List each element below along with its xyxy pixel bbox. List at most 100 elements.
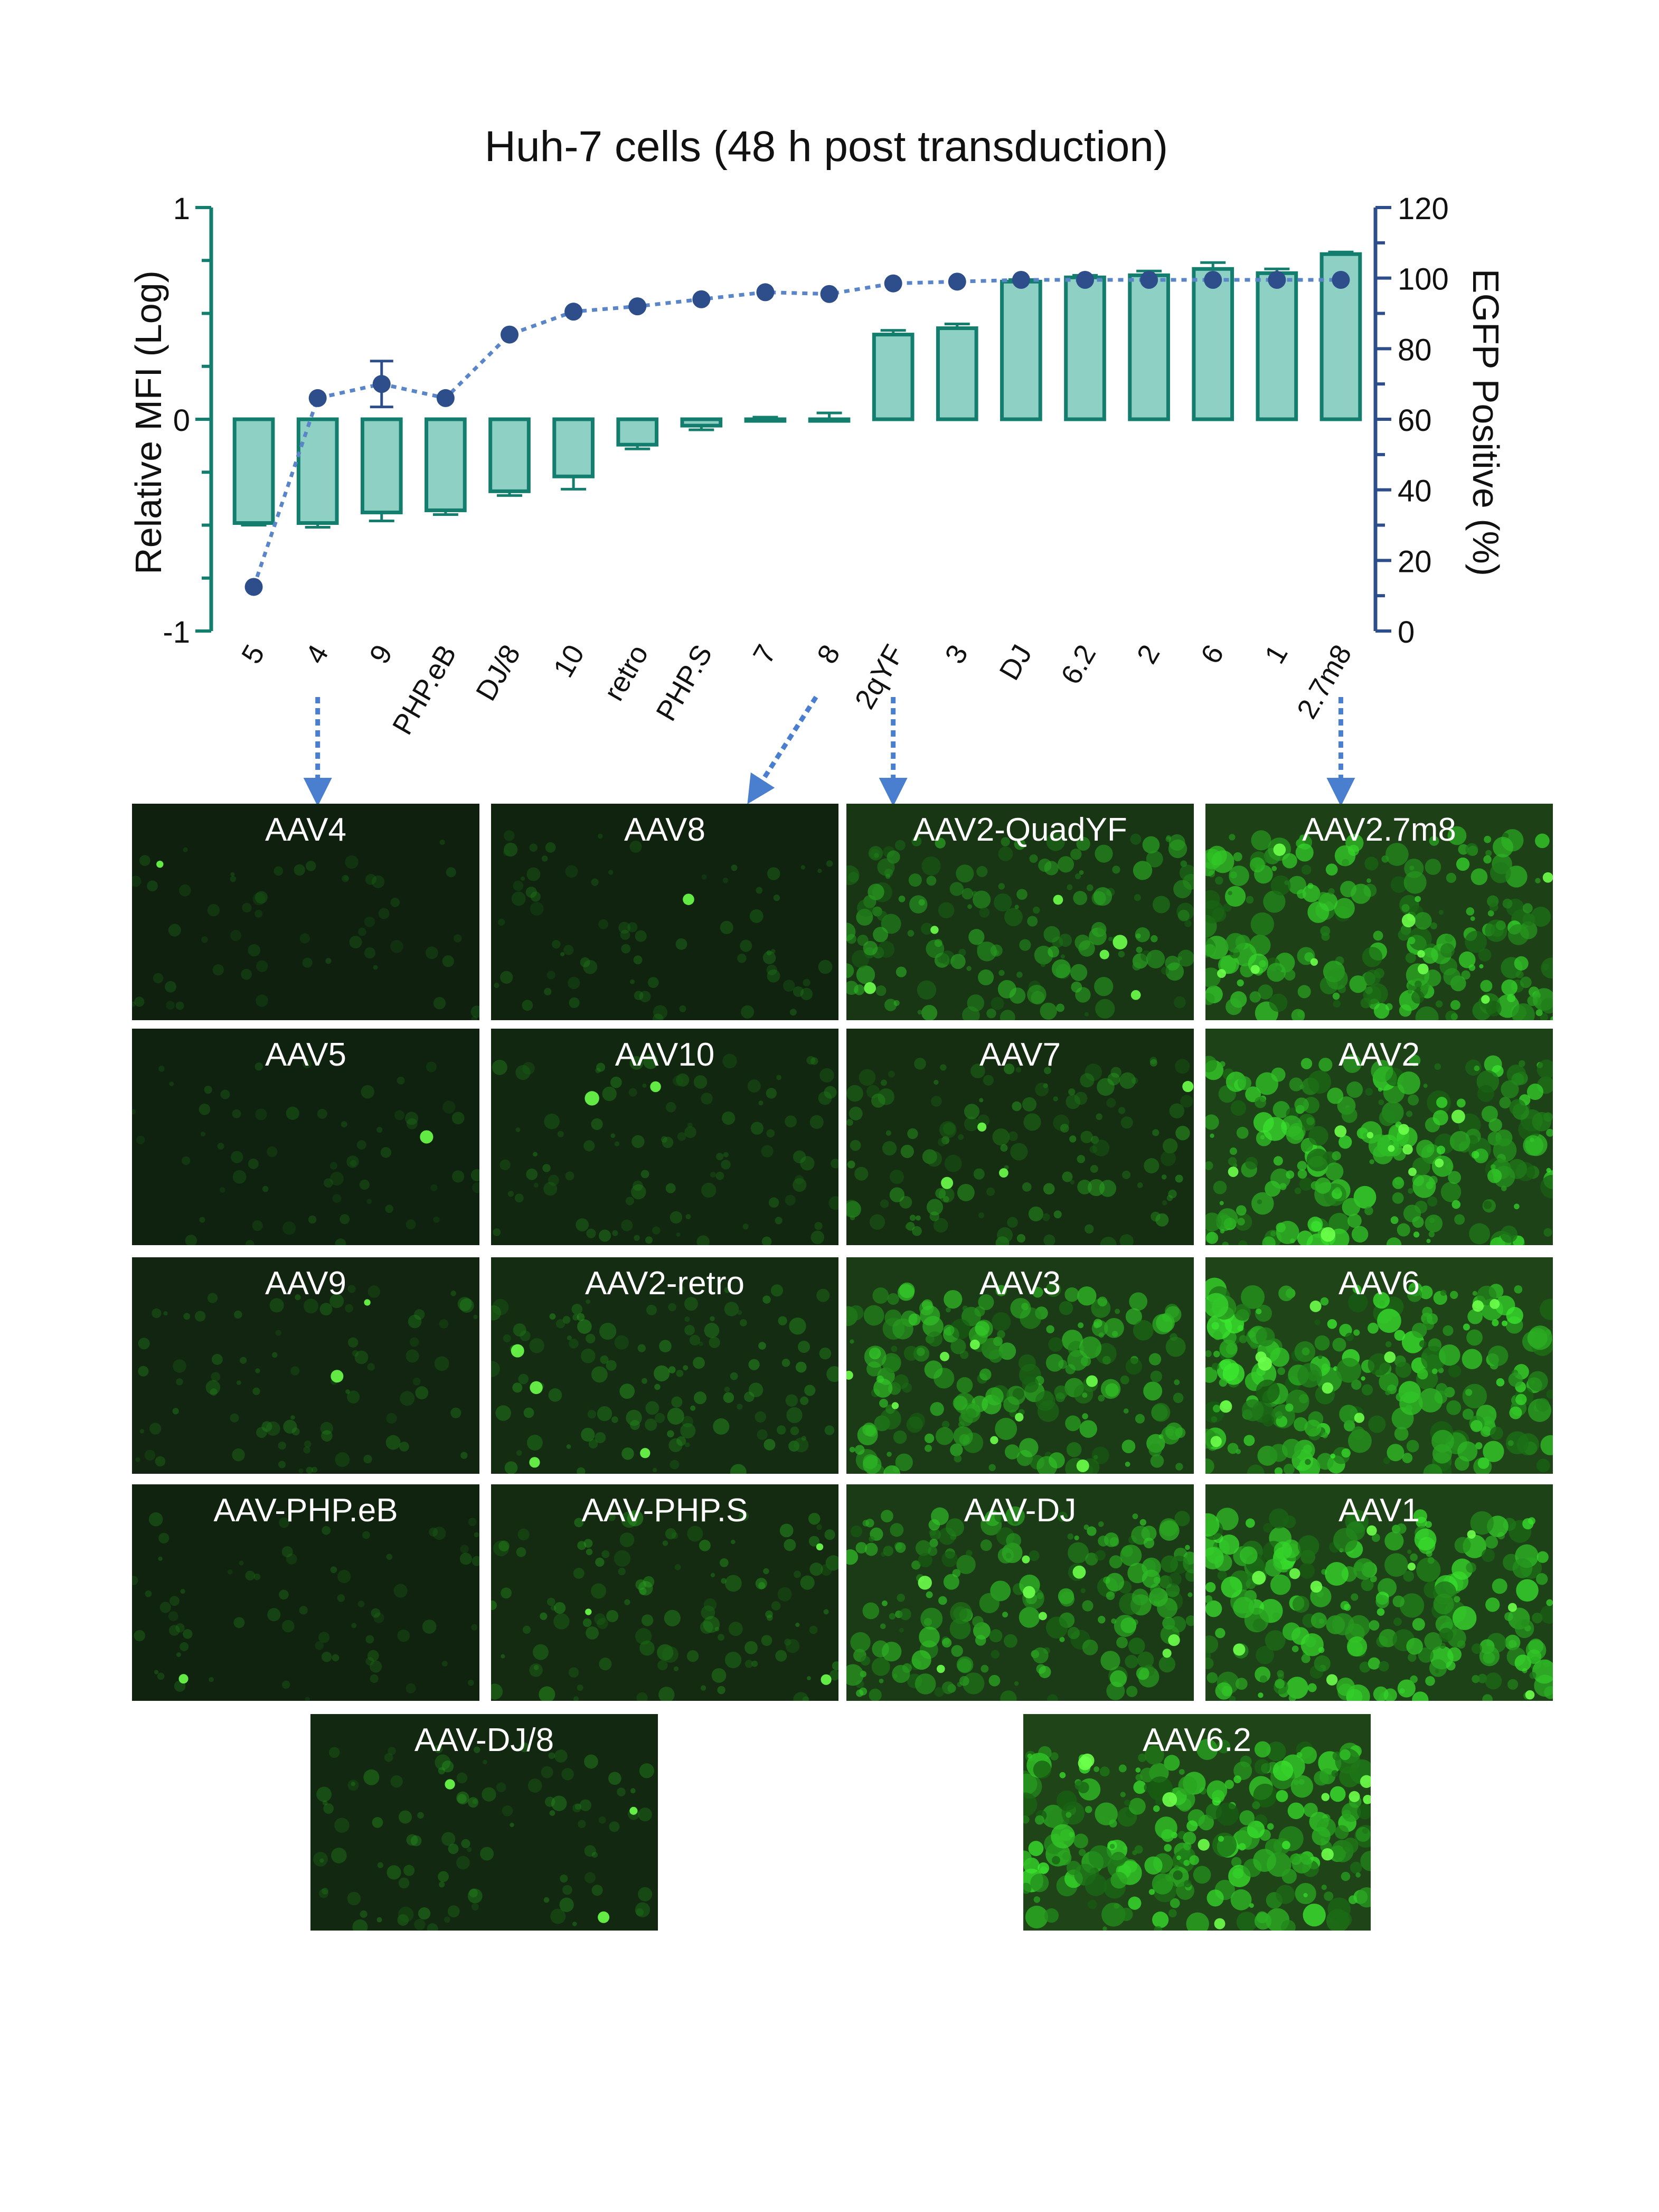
panel-label: AAV3 xyxy=(979,1265,1061,1302)
bar-DJ xyxy=(1000,279,1042,421)
point-2.7m8 xyxy=(1332,271,1350,289)
panel-label: AAV9 xyxy=(265,1265,346,1302)
point-8 xyxy=(820,285,838,303)
bar-7 xyxy=(744,417,787,423)
fluorescence-cells xyxy=(1205,826,1553,1020)
y-axis-right-label: EGFP Positive (%) xyxy=(1465,269,1506,576)
panel-label: AAV2 xyxy=(1338,1037,1420,1073)
point-7 xyxy=(756,283,775,302)
x-tick-label-8: 8 xyxy=(811,639,846,669)
bar-1 xyxy=(1256,271,1298,421)
x-tick-label-9: 9 xyxy=(363,639,399,669)
x-tick-label-PHP.S: PHP.S xyxy=(650,639,719,726)
fluorescence-cells xyxy=(1023,1738,1371,1931)
fluorescence-cells xyxy=(1205,1054,1553,1245)
bar-2 xyxy=(1128,273,1170,421)
panel-label: AAV4 xyxy=(265,812,346,848)
point-1 xyxy=(1268,271,1286,289)
x-tick-label-2.7m8: 2.7m8 xyxy=(1291,639,1358,724)
panel-label: AAV-PHP.eB xyxy=(213,1492,398,1529)
panel-label: AAV-PHP.S xyxy=(581,1492,748,1529)
y-axis-right-tick-label: 60 xyxy=(1398,403,1432,438)
fluorescence-cells xyxy=(846,1057,1194,1245)
bar-2qYF xyxy=(872,333,915,421)
panel-label: AAV1 xyxy=(1338,1492,1420,1529)
micrograph-panel: AAV-DJ xyxy=(846,1484,1194,1701)
bar-10 xyxy=(552,417,595,478)
x-tick-label-DJ/8: DJ/8 xyxy=(470,639,526,706)
bar-9 xyxy=(360,417,403,514)
bar-PHP.S xyxy=(680,417,723,428)
point-3 xyxy=(948,272,966,291)
point-DJ/8 xyxy=(501,325,519,344)
point-6.2 xyxy=(1076,271,1094,289)
y-axis-right-tick-label: 100 xyxy=(1398,262,1449,297)
point-2 xyxy=(1140,271,1158,289)
micrograph-panel: AAV-PHP.eB xyxy=(132,1484,479,1701)
micrograph-panel: AAV9 xyxy=(132,1257,479,1474)
fluorescence-cells xyxy=(492,1053,838,1245)
point-6 xyxy=(1204,271,1222,289)
point-PHP.S xyxy=(692,290,711,308)
point-PHP.eB xyxy=(436,389,455,407)
y-axis-right-tick-label: 0 xyxy=(1398,615,1415,650)
micrograph-panel: AAV-DJ/8 xyxy=(310,1714,658,1931)
micrograph-panel: AAV10 xyxy=(491,1029,838,1245)
y-axis-left-tick-label: 1 xyxy=(173,192,190,226)
x-tick-label-6.2: 6.2 xyxy=(1055,639,1102,690)
y-axis-right-tick-label: 80 xyxy=(1398,333,1432,367)
panel-label: AAV2.7m8 xyxy=(1302,812,1456,848)
bar-DJ/8 xyxy=(488,417,531,493)
panel-label: AAV-DJ xyxy=(964,1492,1077,1529)
micrograph-panel: AAV7 xyxy=(846,1029,1194,1245)
bar-PHP.eB xyxy=(425,417,467,512)
micrograph-panel: AAV5 xyxy=(132,1029,479,1245)
fluorescence-cells xyxy=(1205,1277,1553,1474)
panel-label: AAV7 xyxy=(979,1037,1061,1073)
fluorescence-cells xyxy=(132,839,479,1020)
bar-6.2 xyxy=(1064,275,1106,421)
micrograph-panel: AAV2 xyxy=(1205,1029,1553,1245)
bar-8 xyxy=(808,417,851,423)
x-tick-label-3: 3 xyxy=(939,639,974,669)
panel-label: AAV10 xyxy=(615,1037,715,1073)
fluorescence-cells xyxy=(1205,1508,1553,1701)
x-tick-label-1: 1 xyxy=(1259,639,1294,669)
point-retro xyxy=(628,297,647,316)
x-tick-label-7: 7 xyxy=(747,639,783,669)
y-axis-left-label: Relative MFI (Log) xyxy=(128,270,169,575)
micrograph-panel: AAV2-retro xyxy=(491,1257,838,1474)
fluorescence-cells xyxy=(846,1506,1194,1701)
point-4 xyxy=(308,389,327,407)
x-tick-label-PHP.eB: PHP.eB xyxy=(387,639,463,740)
micrograph-panel: AAV-PHP.S xyxy=(491,1484,838,1701)
bar-3 xyxy=(936,326,978,421)
panel-label: AAV2-retro xyxy=(585,1265,745,1302)
micrograph-panel: AAV8 xyxy=(491,804,838,1020)
y-axis-left-tick-label: -1 xyxy=(163,615,190,650)
x-tick-label-retro: retro xyxy=(598,639,654,706)
chart-title: Huh-7 cells (48 h post transduction) xyxy=(485,123,1168,171)
bar-retro xyxy=(616,417,659,447)
bar-5 xyxy=(232,417,275,525)
x-tick-label-10: 10 xyxy=(548,639,591,683)
y-axis-right-tick-label: 40 xyxy=(1398,474,1432,509)
fluorescence-cells xyxy=(132,1512,479,1701)
micrograph-panel: AAV4 xyxy=(132,804,479,1020)
micrograph-panel: AAV2-QuadYF xyxy=(846,804,1194,1020)
fluorescence-cells xyxy=(313,1742,655,1931)
micrograph-panel: AAV2.7m8 xyxy=(1205,804,1553,1020)
y-axis-right-tick-label: 20 xyxy=(1398,544,1432,579)
micrograph-panel: AAV1 xyxy=(1205,1484,1553,1701)
x-tick-label-6: 6 xyxy=(1195,639,1230,669)
bar-6 xyxy=(1192,267,1234,421)
x-tick-label-5: 5 xyxy=(235,639,271,669)
fluorescence-cells xyxy=(494,830,833,1020)
x-tick-label-DJ: DJ xyxy=(993,639,1038,685)
panel-label: AAV-DJ/8 xyxy=(414,1722,554,1758)
fluorescence-cells xyxy=(846,832,1194,1020)
fluorescence-cells xyxy=(491,1510,838,1701)
x-tick-label-4: 4 xyxy=(299,639,335,669)
panel-label: AAV6 xyxy=(1338,1265,1420,1302)
